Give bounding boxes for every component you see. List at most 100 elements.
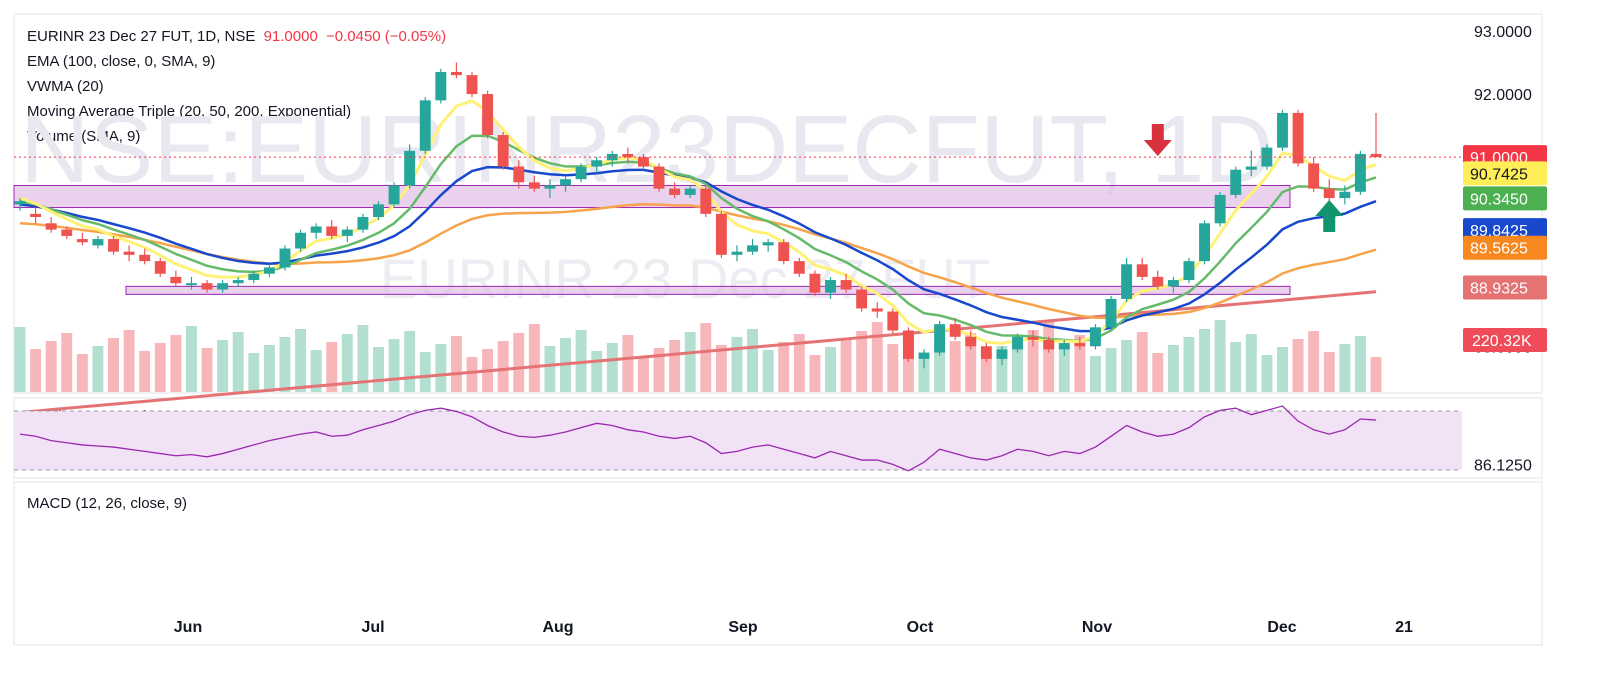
candle-body[interactable]: [310, 226, 322, 233]
candle-body[interactable]: [185, 283, 197, 286]
candle-body[interactable]: [637, 157, 649, 167]
candle-body[interactable]: [61, 229, 73, 236]
candle-body[interactable]: [544, 185, 556, 189]
candle-body[interactable]: [1292, 112, 1304, 164]
candle-body[interactable]: [1152, 276, 1164, 287]
candle-body[interactable]: [30, 213, 42, 217]
candle-body[interactable]: [1230, 169, 1242, 195]
candle-body[interactable]: [1339, 191, 1351, 199]
candle-body[interactable]: [1058, 343, 1070, 350]
candle-body[interactable]: [1308, 163, 1320, 189]
volume-legend[interactable]: Volume (SMA, 9): [27, 128, 141, 145]
volume-bar: [544, 346, 556, 392]
zone-0[interactable]: [13, 184, 1291, 209]
volume-bar: [1012, 338, 1023, 392]
candle-body[interactable]: [1277, 112, 1288, 148]
candle-body[interactable]: [902, 330, 914, 359]
candle-body[interactable]: [1183, 261, 1195, 281]
candle-body[interactable]: [76, 239, 88, 243]
vwma-legend[interactable]: VWMA (20): [27, 78, 104, 95]
candle-body[interactable]: [45, 223, 57, 230]
candle-body[interactable]: [606, 153, 618, 161]
ema-legend[interactable]: EMA (100, close, 0, SMA, 9): [27, 53, 216, 70]
candle-body[interactable]: [373, 204, 384, 217]
candle-body[interactable]: [1354, 153, 1366, 192]
candle-body[interactable]: [840, 280, 852, 290]
candle-body[interactable]: [684, 188, 696, 195]
candle-body[interactable]: [762, 242, 774, 246]
candle-body[interactable]: [1105, 298, 1117, 328]
candle-body[interactable]: [871, 308, 883, 312]
candle-body[interactable]: [357, 216, 369, 230]
candle-body[interactable]: [108, 239, 119, 252]
volume-bar: [1058, 343, 1070, 392]
candle-body[interactable]: [934, 324, 946, 353]
macd-legend[interactable]: MACD (12, 26, close, 9): [27, 495, 188, 512]
candle-body[interactable]: [731, 251, 743, 255]
candle-body[interactable]: [996, 349, 1008, 359]
candle-body[interactable]: [170, 276, 182, 284]
candle-body[interactable]: [1245, 166, 1257, 170]
candle-body[interactable]: [965, 336, 977, 347]
candle-body[interactable]: [497, 135, 509, 167]
candle-body[interactable]: [949, 324, 961, 337]
candle-body[interactable]: [123, 251, 135, 255]
candle-body[interactable]: [435, 71, 447, 101]
candle-body[interactable]: [1012, 336, 1023, 350]
candle-body[interactable]: [466, 75, 478, 95]
volume-bar: [154, 343, 166, 392]
candle-body[interactable]: [326, 226, 338, 236]
candle-body[interactable]: [248, 273, 260, 281]
candle-body[interactable]: [295, 232, 307, 249]
candle-body[interactable]: [1027, 336, 1039, 340]
candle-body[interactable]: [1370, 153, 1382, 158]
candle-body[interactable]: [793, 261, 805, 274]
candle-body[interactable]: [232, 280, 244, 284]
candle-body[interactable]: [809, 273, 821, 293]
candle-body[interactable]: [825, 280, 836, 293]
candle-body[interactable]: [154, 261, 166, 274]
candle-body[interactable]: [669, 188, 681, 195]
ma-triple-legend[interactable]: Moving Average Triple (20, 50, 200, Expo…: [27, 103, 352, 120]
candle-body[interactable]: [856, 289, 868, 309]
candle-body[interactable]: [388, 185, 400, 205]
candle-body[interactable]: [263, 267, 275, 274]
candle-body[interactable]: [450, 71, 462, 76]
zone-1[interactable]: [125, 285, 1291, 295]
candle-body[interactable]: [14, 201, 26, 205]
candle-body[interactable]: [980, 346, 992, 359]
candle-body[interactable]: [622, 153, 634, 158]
candle-body[interactable]: [778, 242, 790, 262]
candle-body[interactable]: [404, 150, 416, 186]
candle-body[interactable]: [201, 283, 213, 290]
candle-body[interactable]: [653, 166, 665, 189]
candle-body[interactable]: [575, 166, 587, 180]
candle-body[interactable]: [139, 254, 151, 262]
candle-body[interactable]: [700, 188, 712, 214]
candle-body[interactable]: [715, 213, 727, 255]
candle-body[interactable]: [918, 352, 930, 359]
candle-body[interactable]: [1199, 223, 1211, 262]
candle-body[interactable]: [1089, 327, 1101, 347]
candle-body[interactable]: [887, 311, 899, 331]
candle-body[interactable]: [560, 179, 571, 186]
candle-body[interactable]: [341, 229, 353, 236]
candle-body[interactable]: [279, 248, 291, 268]
candle-body[interactable]: [1167, 280, 1179, 287]
candle-body[interactable]: [528, 182, 540, 189]
candle-body[interactable]: [1214, 194, 1226, 224]
candle-body[interactable]: [482, 94, 494, 136]
candle-body[interactable]: [1261, 147, 1273, 167]
candle-body[interactable]: [1136, 264, 1148, 277]
candle-body[interactable]: [747, 245, 759, 252]
candle-body[interactable]: [1074, 343, 1086, 347]
candle-body[interactable]: [513, 166, 525, 183]
candle-body[interactable]: [1323, 188, 1335, 199]
candle-body[interactable]: [419, 100, 431, 151]
candle-body[interactable]: [217, 283, 229, 290]
candle-body[interactable]: [591, 160, 603, 167]
candle-body[interactable]: [1121, 264, 1133, 299]
candle-body[interactable]: [1043, 339, 1055, 350]
candle-body[interactable]: [92, 239, 104, 246]
